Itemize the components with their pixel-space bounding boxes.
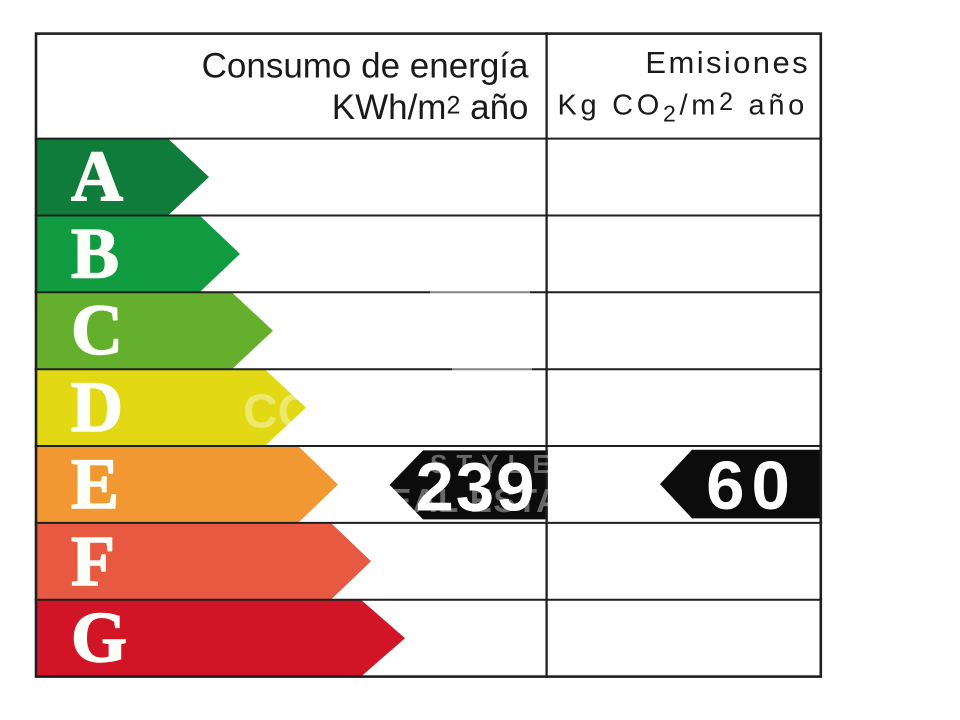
svg-text:A: A (71, 137, 123, 217)
svg-text:REAL ESTATE: REAL ESTATE (364, 482, 604, 519)
svg-text:STYLE: STYLE (430, 449, 559, 479)
svg-text:239: 239 (415, 449, 536, 526)
svg-text:60: 60 (706, 447, 797, 524)
svg-text:KWh/m2 año: KWh/m2 año (332, 88, 529, 127)
svg-text:E: E (71, 444, 119, 524)
svg-text:Emisiones: Emisiones (645, 45, 810, 80)
svg-text:F: F (71, 521, 115, 601)
svg-text:G: G (71, 598, 127, 678)
svg-text:Kg CO2/m2 año: Kg CO2/m2 año (557, 88, 808, 127)
svg-text:D: D (71, 367, 123, 447)
svg-text:Consumo de energía: Consumo de energía (202, 47, 529, 86)
svg-text:B: B (71, 213, 119, 293)
svg-text:C: C (71, 290, 123, 370)
svg-text:COSTA: COSTA (243, 386, 407, 439)
